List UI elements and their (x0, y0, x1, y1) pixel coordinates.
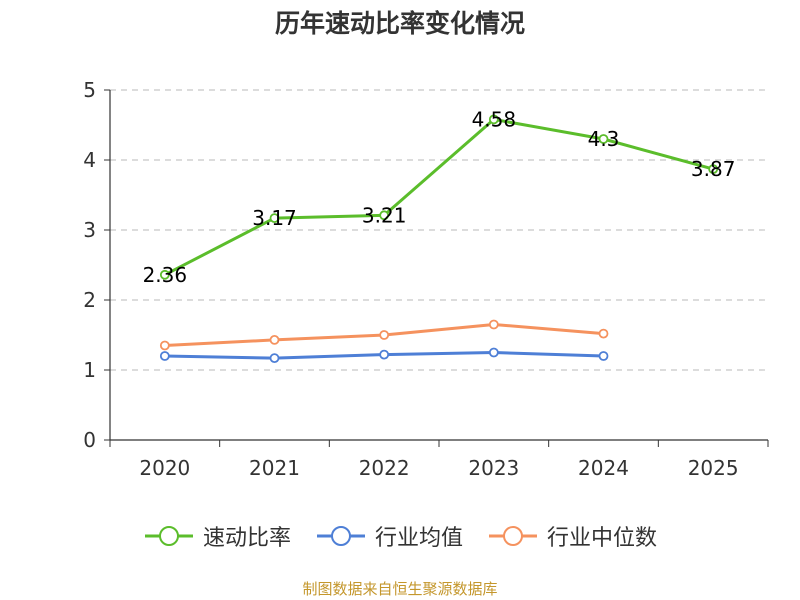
data-point (488, 114, 499, 125)
legend-item[interactable]: 行业中位数 (487, 520, 657, 552)
data-point (159, 351, 170, 361)
data-label: 4.58 (472, 107, 517, 131)
series-line-1 (164, 117, 714, 277)
legend-item[interactable]: 速动比率 (143, 520, 291, 552)
source-note: 制图数据来自恒生聚源数据库 (302, 580, 498, 598)
x-tick-label: 2025 (688, 456, 739, 480)
data-label: 4.3 (588, 127, 620, 151)
data-point (159, 340, 170, 351)
y-tick-label: 3 (83, 218, 96, 242)
legend-label: 行业均值 (374, 526, 463, 551)
x-tick-label: 2024 (578, 456, 629, 480)
data-point (379, 210, 390, 221)
y-tick-label: 5 (83, 78, 96, 102)
legend-marker-icon (144, 526, 193, 546)
chart-title: 历年速动比率变化情况 (274, 9, 525, 38)
x-tick-label: 2020 (139, 456, 190, 480)
data-point (598, 351, 609, 361)
legend-marker-icon (489, 526, 537, 546)
x-tick-label: 2022 (359, 456, 410, 480)
data-point (379, 349, 390, 360)
x-tick-label: 2023 (468, 456, 519, 480)
y-tick-label: 4 (83, 148, 96, 172)
data-point (598, 134, 609, 144)
data-label: 3.21 (362, 203, 407, 227)
legend: 速动比率 行业均值 行业中位数 (0, 520, 800, 552)
data-point (598, 328, 609, 339)
y-tick-label: 1 (83, 358, 96, 382)
data-point (488, 319, 499, 330)
data-point (488, 347, 499, 358)
legend-item[interactable]: 行业均值 (315, 520, 463, 552)
data-label: 3.17 (252, 206, 297, 230)
data-point (379, 330, 390, 340)
y-tick-label: 0 (83, 428, 96, 452)
legend-marker-icon (316, 526, 365, 546)
x-tick-label: 2021 (249, 456, 300, 480)
legend-label: 速动比率 (202, 526, 291, 551)
data-point (269, 213, 280, 224)
y-tick-label: 2 (83, 288, 96, 312)
data-point (708, 164, 719, 175)
data-label: 2.36 (143, 263, 188, 287)
data-label: 3.87 (691, 157, 736, 181)
data-point (269, 334, 280, 345)
legend-label: 行业中位数 (547, 526, 658, 551)
data-point (269, 353, 280, 364)
data-point (159, 269, 170, 280)
